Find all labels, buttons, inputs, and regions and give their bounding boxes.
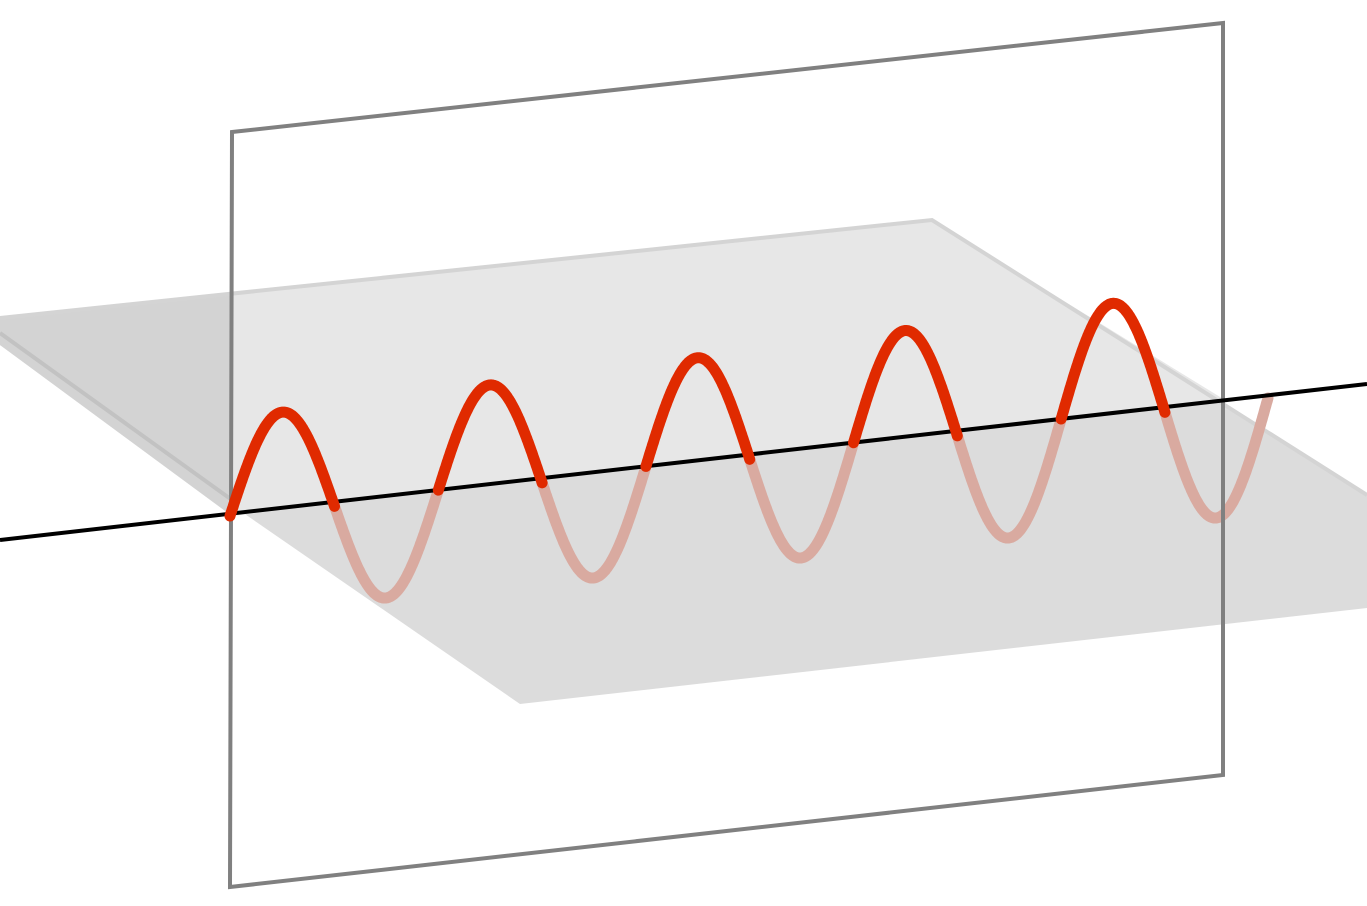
wave-front-lobes (224, 297, 1171, 522)
horizontal-plane-left-edge (0, 331, 234, 502)
vertical-plane-frame (227, 20, 1225, 890)
wave-back-lobes (329, 392, 1274, 604)
horizontal-plane-left-shadow (0, 294, 232, 516)
